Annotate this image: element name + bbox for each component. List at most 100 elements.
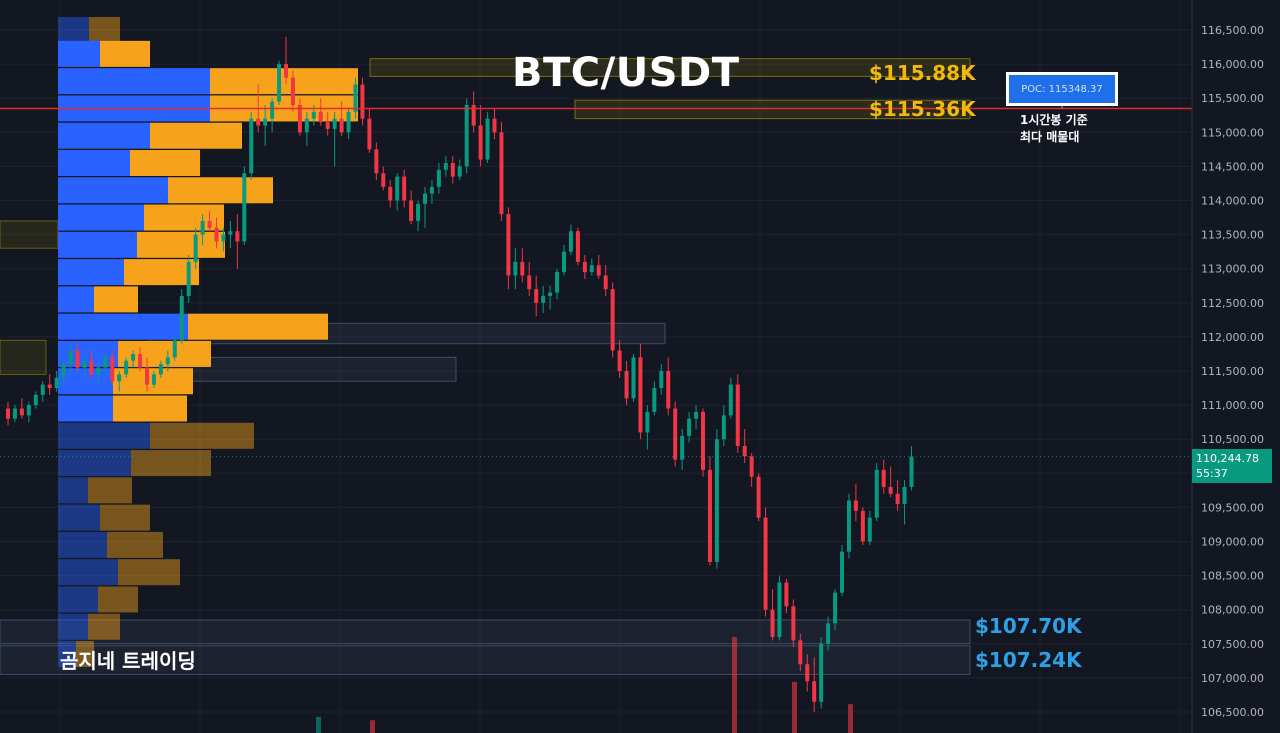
volume-profile-sell-bar [76,641,94,668]
candle-body [471,105,476,126]
volume-profile-buy-bar [58,177,168,204]
candle-body [68,350,73,365]
volume-profile-sell-bar [131,450,211,477]
candle-body [791,606,796,641]
candle-body [242,173,247,242]
poc-label: POC: 115348.37 [1021,83,1103,95]
candle-body [735,384,740,447]
volume-profile-buy-bar [58,559,118,586]
volume-profile-sell-bar [100,40,150,67]
last-price-tag[interactable]: 110,244.78 55:37 [1192,449,1272,483]
volume-profile-sell-bar [88,477,132,504]
poc-note-line-1: 1시간봉 기준 [1020,113,1088,127]
candle-body [47,384,52,389]
candle-body [256,118,261,126]
volume-profile-buy-bar [58,204,144,231]
candle-body [284,64,288,78]
candle-body [165,357,170,365]
candle-body [12,408,17,419]
candle-body [33,394,38,406]
candle-body [367,118,372,150]
price-axis-tick-label: 109,000.00 [1201,536,1264,549]
candle-body [124,360,129,375]
candle-body [478,125,483,160]
candle-body [756,476,761,518]
volume-profile-sell-bar [124,259,199,286]
candle-body [457,166,462,177]
candle-body [290,77,295,106]
candle-body [520,261,525,276]
volume-profile-buy-bar [58,422,150,449]
candle-body [846,500,851,552]
candle-body [506,214,511,276]
candle-body [812,681,817,702]
candle-body [582,261,587,273]
candle-body [277,64,282,102]
volume-profile-buy-bar [58,586,98,613]
volume-profile-buy-bar [58,17,89,43]
volume-profile-buy-bar [58,531,107,558]
candle-body [631,357,636,399]
volume-profile-sell-bar [130,149,200,176]
candle-body [867,517,872,542]
candle-body [82,360,87,368]
candle-body [659,371,664,389]
candle-body [221,234,226,242]
candle-body [304,118,309,133]
candle-body [263,118,268,126]
candle-body [332,118,337,129]
volume-profile-sell-bar [107,531,163,558]
candle-body [360,84,365,119]
volume-profile-sell-bar [98,586,138,613]
price-axis-tick-label: 114,500.00 [1201,160,1264,173]
candle-countdown: 55:37 [1196,467,1228,480]
candle-body [833,592,838,624]
poc-badge[interactable]: POC: 115348.37 [1006,72,1118,106]
last-price: 110,244.78 [1196,452,1259,465]
candle-body [638,357,643,433]
candle-body [402,176,407,201]
resistance-level-label-1: $115.88K [869,61,976,85]
volume-profile-buy-bar [58,368,113,395]
candle-body [297,105,302,133]
candle-body [193,234,198,262]
candle-body [54,377,59,389]
support-level-label-1: $107.70K [975,614,1082,638]
price-axis-background [1192,0,1280,733]
candle-body [840,551,844,593]
volume-profile-sell-bar [188,313,328,340]
candle-body [429,186,434,194]
volume-bar [848,704,853,733]
candle-body [423,193,427,204]
candle-body [61,364,66,378]
candle-body [464,105,469,167]
candle-body [75,350,80,368]
volume-profile-buy-bar [58,259,124,286]
candle-body [409,200,414,221]
volume-profile-sell-bar [113,395,187,422]
candle-body [374,149,379,174]
candle-body [450,162,455,177]
chart-title: BTC/USDT [512,50,740,96]
candle-body [200,220,205,235]
candle-body [805,664,810,682]
volume-profile-buy-bar [58,340,118,367]
volume-profile-sell-bar [89,17,120,43]
candle-body [485,118,490,160]
candle-body [186,261,191,296]
poc-note: 1시간봉 기준 최다 매물대 [1020,112,1088,146]
candle-body [603,275,608,290]
candle-body [179,295,184,341]
candle-body [742,446,747,457]
volume-profile-sell-bar [100,504,150,531]
candle-body [645,411,650,433]
volume-profile-sell-bar [150,122,242,149]
candle-body [26,405,31,416]
price-axis-tick-label: 112,000.00 [1201,331,1264,344]
volume-profile-buy-bar [58,477,88,504]
price-axis-tick-label: 111,000.00 [1201,399,1264,412]
candle-body [103,357,108,368]
price-axis-tick-label: 116,000.00 [1201,58,1264,71]
candle-body [694,411,699,419]
